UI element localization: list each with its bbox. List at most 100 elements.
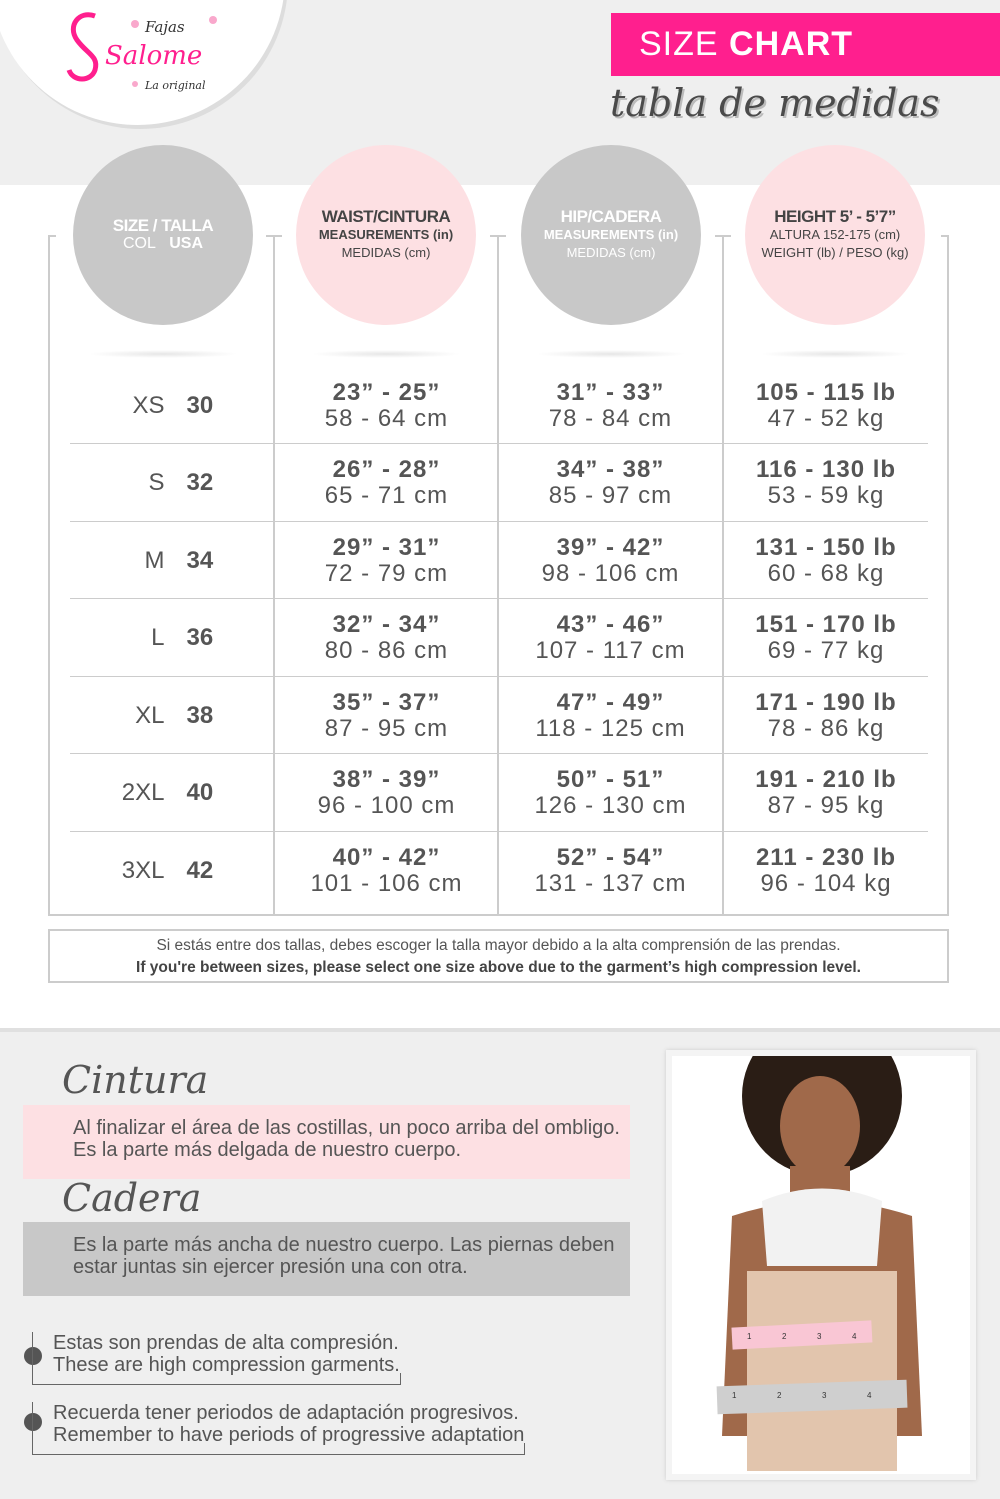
bullet-icon xyxy=(24,1347,42,1365)
table-row: 3XL 42 40” - 42” 101 - 106 cm 52” - 54” 131… xyxy=(70,832,928,909)
hip-cm: 131 - 137 cm xyxy=(534,869,687,897)
bullet-item: Recuerda tener periodos de adaptación pr… xyxy=(32,1402,526,1455)
hip-in: 52” - 54” xyxy=(556,843,665,871)
waist-in: 38” - 39” xyxy=(332,766,441,793)
col-size: XS xyxy=(132,391,165,419)
header-sub: MEASUREMENTS (in) xyxy=(543,227,679,242)
header-sub: MEDIDAS (cm) xyxy=(341,245,431,260)
header-size: SIZE / TALLA COL USA xyxy=(73,145,253,325)
tape-mark: 4 xyxy=(852,1332,857,1341)
waist-cell: 23” - 25” 58 - 64 cm xyxy=(275,367,498,444)
table-row: M 34 29” - 31” 72 - 79 cm 39” - 42” 98 - 10… xyxy=(70,522,928,599)
title-bold: CHART xyxy=(729,25,854,63)
waist-cell: 38” - 39” 96 - 100 cm xyxy=(275,755,498,832)
weight-lb: 131 - 150 lb xyxy=(755,533,897,561)
weight-cell: 171 - 190 lb 78 - 86 kg xyxy=(724,677,928,754)
hip-in: 31” - 33” xyxy=(556,378,665,406)
table-row: S 32 26” - 28” 65 - 71 cm 34” - 38” 85 - 97… xyxy=(70,445,928,522)
tape-mark: 3 xyxy=(817,1332,822,1341)
hip-cm: 78 - 84 cm xyxy=(548,404,673,432)
logo-tagline: La original xyxy=(144,79,206,92)
waist-heading: Cintura xyxy=(62,1058,209,1102)
weight-kg: 53 - 59 kg xyxy=(767,482,885,509)
header-sub: ALTURA 152-175 (cm) xyxy=(769,227,901,242)
waist-cell: 29” - 31” 72 - 79 cm xyxy=(275,522,498,599)
weight-cell: 211 - 230 lb 96 - 104 kg xyxy=(724,832,928,909)
logo-prefix: Fajas xyxy=(144,18,185,36)
hip-in: 43” - 46” xyxy=(556,611,665,638)
waist-cm: 87 - 95 cm xyxy=(324,714,449,742)
waist-cm: 65 - 71 cm xyxy=(324,482,449,509)
weight-cell: 131 - 150 lb 60 - 68 kg xyxy=(724,522,928,599)
waist-cm: 72 - 79 cm xyxy=(324,559,449,587)
weight-lb: 211 - 230 lb xyxy=(755,843,897,871)
waist-cm: 101 - 106 cm xyxy=(310,869,463,897)
usa-label: USA xyxy=(169,235,204,252)
bullet-en: Remember to have periods of progressive … xyxy=(53,1424,525,1446)
hip-cell: 34” - 38” 85 - 97 cm xyxy=(499,445,722,522)
hip-heading: Cadera xyxy=(62,1176,202,1220)
usa-size: 38 xyxy=(186,701,214,729)
weight-kg: 60 - 68 kg xyxy=(767,559,885,587)
brand-logo: Fajas Salome La original xyxy=(66,12,217,92)
col-size: L xyxy=(151,624,165,651)
weight-cell: 191 - 210 lb 87 - 95 kg xyxy=(724,755,928,832)
hip-cell: 31” - 33” 78 - 84 cm xyxy=(499,367,722,444)
hip-cm: 107 - 117 cm xyxy=(535,637,686,664)
weight-kg: 78 - 86 kg xyxy=(767,714,885,742)
header-title: WAIST/CINTURA xyxy=(321,207,451,226)
tape-mark: 1 xyxy=(747,1332,752,1341)
hip-cell: 47” - 49” 118 - 125 cm xyxy=(499,677,722,754)
tape-mark: 1 xyxy=(732,1391,737,1400)
header-sub: MEASUREMENTS (in) xyxy=(318,227,454,242)
table-row: L 36 32” - 34” 80 - 86 cm 43” - 46” 107 - 1… xyxy=(70,600,928,677)
tape-mark: 2 xyxy=(782,1332,787,1341)
size-cell: M 34 xyxy=(70,522,273,599)
hip-cell: 39” - 42” 98 - 106 cm xyxy=(499,522,722,599)
hip-cm: 126 - 130 cm xyxy=(534,792,687,819)
waist-definition: Al finalizar el área de las costillas, u… xyxy=(23,1105,630,1179)
waist-cell: 40” - 42” 101 - 106 cm xyxy=(275,832,498,909)
title-script: tabla de medidas xyxy=(610,81,940,125)
size-note: Si estás entre dos tallas, debes escoger… xyxy=(48,929,949,983)
size-cell: S 32 xyxy=(70,445,273,522)
size-chart-title: SIZE CHART xyxy=(611,13,1000,76)
header-title: HEIGHT 5’ - 5’7” xyxy=(774,207,896,226)
weight-cell: 105 - 115 lb 47 - 52 kg xyxy=(724,367,928,444)
hip-in: 34” - 38” xyxy=(556,456,665,483)
usa-size: 42 xyxy=(186,856,214,884)
size-cell: XS 30 xyxy=(70,367,273,444)
waist-in: 23” - 25” xyxy=(332,378,441,406)
hip-cm: 118 - 125 cm xyxy=(535,714,686,742)
waist-cell: 35” - 37” 87 - 95 cm xyxy=(275,677,498,754)
weight-kg: 69 - 77 kg xyxy=(767,637,885,664)
header-title: SIZE / TALLA xyxy=(112,216,214,235)
hip-cm: 98 - 106 cm xyxy=(541,559,680,587)
weight-kg: 87 - 95 kg xyxy=(767,792,885,819)
size-cell: L 36 xyxy=(70,600,273,677)
weight-kg: 47 - 52 kg xyxy=(767,404,885,432)
usa-size: 36 xyxy=(186,624,214,651)
hip-in: 39” - 42” xyxy=(556,533,665,561)
tape-mark: 4 xyxy=(867,1391,872,1400)
col-label: COL xyxy=(122,235,156,252)
note-es: Si estás entre dos tallas, debes escoger… xyxy=(156,937,841,954)
waist-in: 35” - 37” xyxy=(332,688,441,716)
col-size: XL xyxy=(135,701,165,729)
tape-mark: 2 xyxy=(777,1391,782,1400)
col-size: S xyxy=(148,469,165,496)
header-waist: WAIST/CINTURA MEASUREMENTS (in) MEDIDAS … xyxy=(296,145,476,325)
table-row: XS 30 23” - 25” 58 - 64 cm 31” - 33” 78 - 8… xyxy=(70,367,928,444)
bullet-en: These are high compression garments. xyxy=(53,1354,400,1376)
col-size: 3XL xyxy=(121,856,165,884)
usa-size: 32 xyxy=(186,469,214,496)
table-frame xyxy=(48,235,949,916)
col-size: M xyxy=(144,546,165,574)
bullet-es: Estas son prendas de alta compresión. xyxy=(53,1332,399,1354)
col-size: 2XL xyxy=(121,779,165,806)
bullet-item: Estas son prendas de alta compresión. The… xyxy=(32,1332,401,1385)
header-sub: WEIGHT (lb) / PESO (kg) xyxy=(761,245,909,260)
bullet-es: Recuerda tener periodos de adaptación pr… xyxy=(53,1402,519,1424)
weight-cell: 116 - 130 lb 53 - 59 kg xyxy=(724,445,928,522)
waist-cell: 32” - 34” 80 - 86 cm xyxy=(275,600,498,677)
